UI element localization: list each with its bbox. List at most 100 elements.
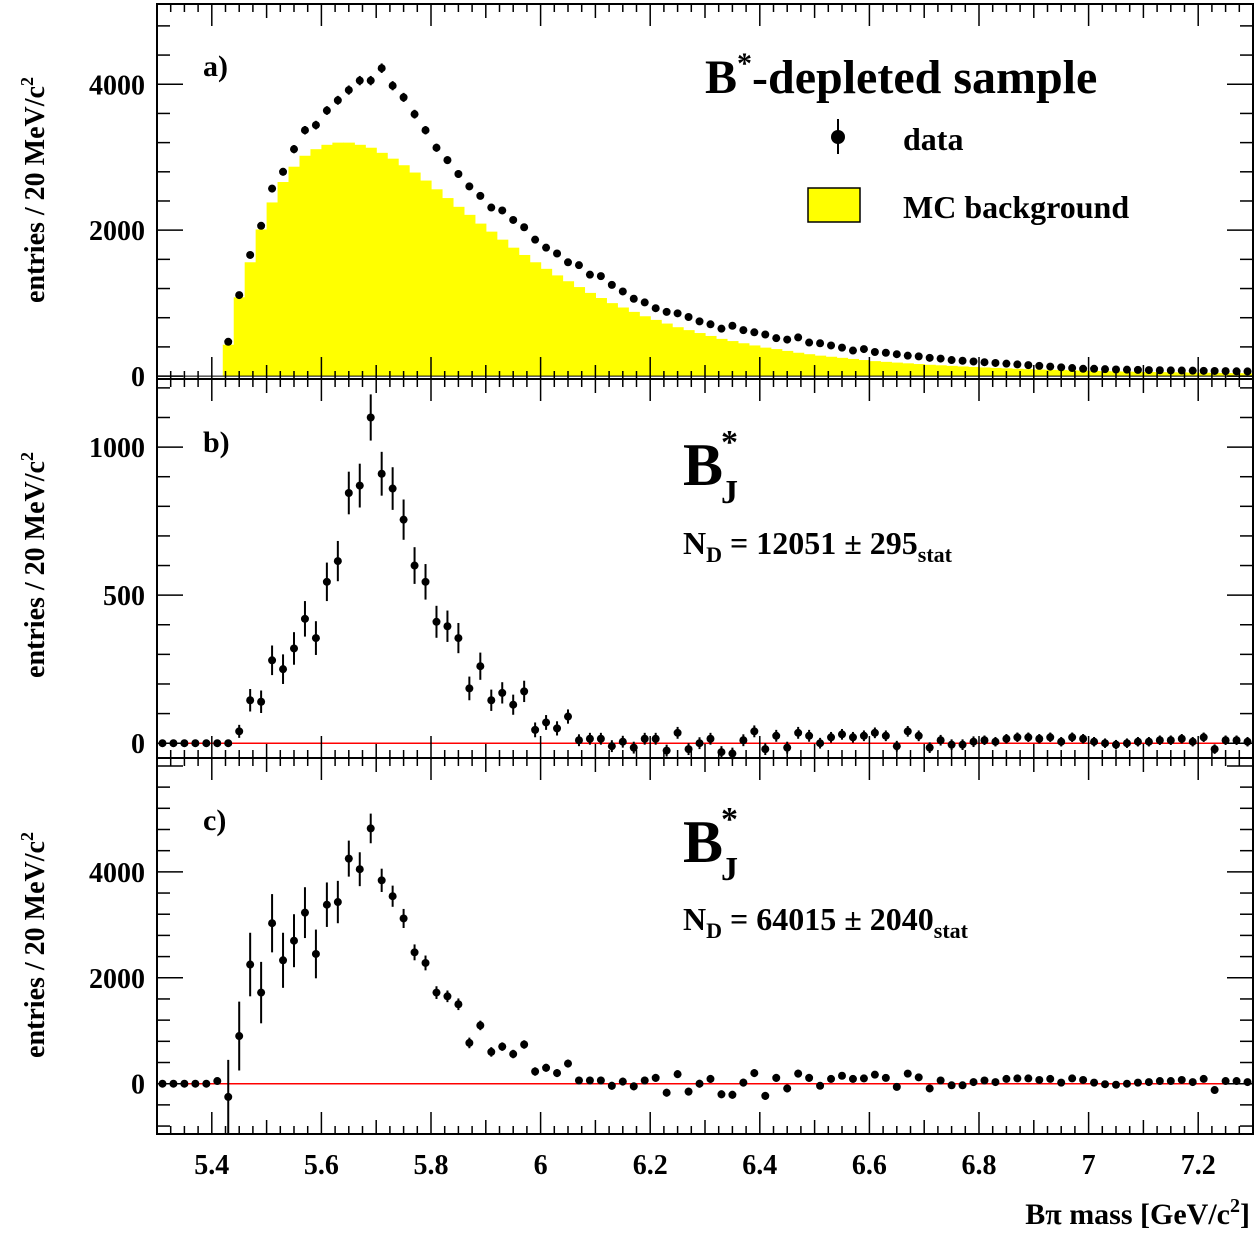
histogram-bin — [1033, 369, 1046, 377]
data-point — [1013, 732, 1022, 743]
data-point — [991, 1078, 1000, 1087]
data-point — [366, 75, 375, 86]
data-point — [202, 739, 211, 748]
panel-a: 0 2000 4000 a) B*-depleted sample data MC … — [89, 3, 1254, 393]
panel-letter: b) — [203, 426, 230, 459]
histogram-bin — [803, 354, 816, 377]
data-point — [695, 317, 704, 326]
bj-label: B* J — [683, 424, 738, 511]
data-point — [805, 338, 814, 347]
x-tick-label: 6 — [534, 1150, 548, 1181]
data-point — [936, 354, 945, 363]
data-point — [322, 106, 331, 115]
data-point — [1221, 735, 1230, 745]
panel-letter: c) — [203, 804, 226, 837]
data-point — [794, 1069, 803, 1078]
data-point — [180, 1079, 189, 1088]
data-point — [1046, 1074, 1055, 1083]
histogram-bin — [573, 287, 586, 377]
data-point — [443, 156, 452, 165]
data-point — [213, 1077, 222, 1086]
histogram-bin — [737, 343, 750, 377]
histogram-bin — [387, 158, 399, 377]
data-point — [322, 562, 331, 602]
data-point — [947, 1081, 956, 1090]
data-point — [629, 294, 638, 303]
plot-frame — [156, 757, 1254, 1135]
data-point — [936, 1076, 945, 1085]
data-point — [1079, 364, 1088, 373]
data-point — [421, 564, 430, 600]
data-point — [980, 735, 989, 745]
data-point — [596, 732, 605, 745]
data-point — [311, 120, 320, 130]
histogram-bin — [354, 144, 366, 377]
x-tick-label: 7 — [1082, 1150, 1096, 1181]
data-point — [706, 320, 715, 329]
data-point — [991, 358, 1000, 367]
legend-data-label: data — [903, 121, 963, 157]
histogram-bin — [770, 349, 783, 377]
data-point — [1133, 736, 1142, 747]
data-point — [300, 125, 309, 135]
data-point — [1112, 365, 1120, 374]
data-point — [1024, 361, 1033, 370]
data-point — [432, 605, 441, 638]
x-tick-label: 6.8 — [962, 1150, 997, 1181]
data-point — [377, 868, 386, 892]
axis-ticks: 0 2000 4000 — [89, 4, 1253, 393]
data-point — [322, 882, 331, 927]
data-point — [838, 728, 846, 740]
mc-background-histogram — [157, 142, 1254, 377]
data-point — [596, 272, 605, 281]
data-point — [311, 929, 320, 979]
data-point — [816, 737, 825, 749]
data-point — [881, 1073, 890, 1082]
data-point — [1144, 736, 1153, 747]
histogram-bin — [781, 350, 794, 377]
data-point — [969, 736, 978, 748]
histogram-bin — [1121, 371, 1134, 377]
data-point — [300, 887, 309, 939]
data-point — [881, 348, 890, 357]
data-point — [476, 191, 485, 200]
data-point — [531, 722, 540, 738]
data-point — [1068, 364, 1077, 373]
data-point — [794, 726, 803, 739]
data-point — [1155, 1077, 1164, 1086]
data-point — [454, 998, 463, 1011]
histogram-bin — [792, 352, 805, 377]
data-point — [487, 689, 496, 711]
data-point — [848, 1074, 857, 1083]
y-tick-label: 1000 — [89, 433, 145, 464]
data-point — [410, 547, 419, 584]
histogram-bin — [441, 198, 454, 377]
data-point — [235, 1001, 244, 1071]
data-point — [1133, 365, 1142, 374]
data-point — [1243, 736, 1252, 747]
data-point — [1057, 736, 1066, 747]
histogram-bin — [288, 166, 301, 377]
data-point — [366, 394, 375, 441]
data-point — [344, 85, 353, 95]
histogram-bin — [518, 254, 531, 377]
histogram-bin — [365, 147, 377, 377]
histogram-bin — [332, 142, 344, 377]
histogram-bin — [957, 366, 969, 377]
data-point — [805, 729, 814, 742]
data-point — [695, 737, 704, 750]
data-point — [1002, 734, 1011, 744]
data-point — [454, 622, 463, 654]
data-point — [827, 1074, 836, 1083]
histogram-bin — [595, 298, 607, 377]
legend-mc-label: MC background — [903, 189, 1129, 225]
data-point — [498, 206, 507, 215]
data-point — [246, 932, 255, 997]
panel-letter: a) — [203, 50, 228, 83]
histogram-bin — [628, 311, 640, 377]
data-point — [1188, 736, 1197, 747]
histogram-bin — [409, 172, 421, 377]
histogram-bin — [1011, 368, 1024, 377]
data-point — [268, 894, 277, 953]
y-axis-label-b: entries / 20 MeV/c2 — [17, 452, 51, 678]
